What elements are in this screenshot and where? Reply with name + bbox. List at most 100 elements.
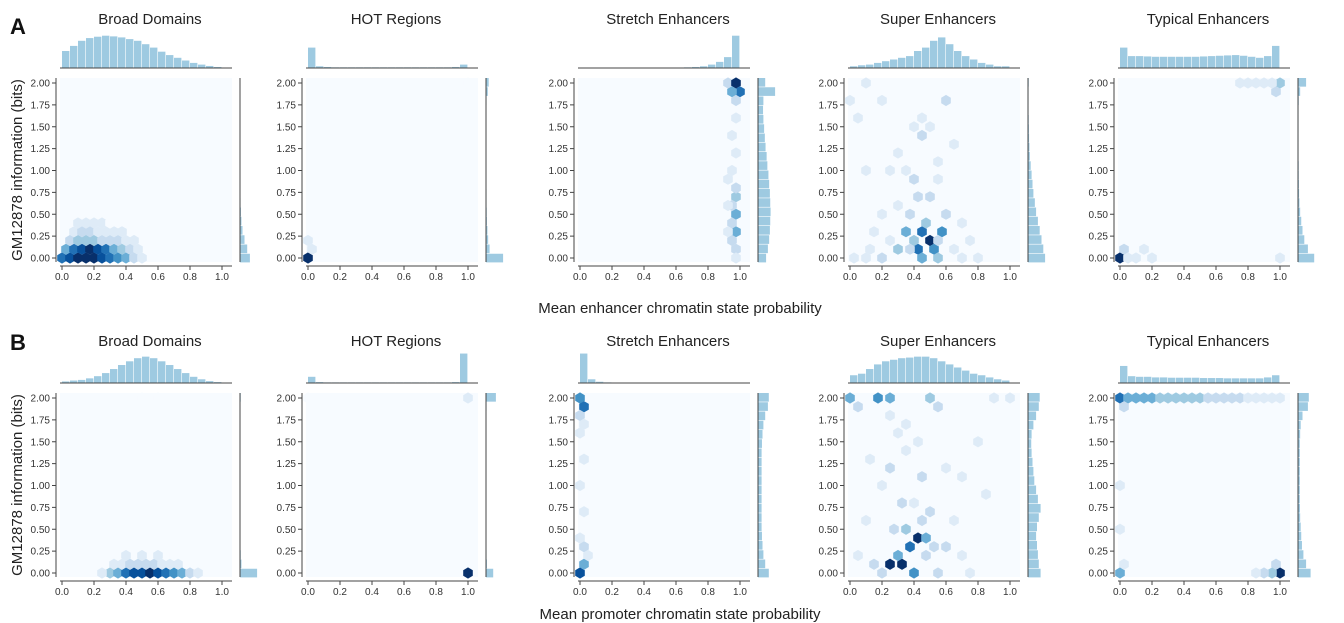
- hex-cell: [917, 129, 927, 142]
- right-hist-bar: [758, 179, 770, 189]
- hex-cell: [145, 567, 155, 579]
- right-hist-bar: [1028, 504, 1041, 513]
- right-hist-bar: [240, 559, 242, 569]
- right-hist-bar: [1298, 504, 1300, 513]
- hexbin-cells: [57, 77, 1285, 579]
- hex-cell: [933, 234, 943, 247]
- hex-cell: [901, 444, 911, 457]
- x-tick-label: 0.8: [701, 587, 715, 598]
- top-hist-bar: [866, 64, 874, 68]
- right-hist-bar: [758, 124, 765, 133]
- right-hist-bar: [758, 411, 766, 421]
- right-hist-bar: [1298, 189, 1300, 198]
- x-tick-label: 1.0: [1273, 587, 1287, 598]
- y-tick-label: 1.25: [1089, 144, 1109, 155]
- hex-cell: [1147, 252, 1157, 264]
- y-tick-label: 1.50: [549, 122, 569, 133]
- plot-area: [1118, 78, 1290, 262]
- y-tick-label: 1.00: [31, 166, 51, 177]
- right-hist-bar: [758, 485, 762, 495]
- y-tick-label: 0.75: [31, 503, 51, 514]
- top-hist-bar: [62, 381, 70, 383]
- y-tick-label: 0.75: [819, 188, 839, 199]
- x-tick-label: 0.0: [843, 272, 857, 283]
- hex-cell: [129, 567, 139, 579]
- hex-cell: [85, 226, 95, 238]
- panel-title: Super Enhancers: [880, 11, 996, 28]
- hex-cell: [849, 252, 859, 264]
- hex-cell: [169, 549, 179, 562]
- top-hist-bar: [724, 57, 732, 68]
- hex-cell: [121, 549, 131, 562]
- top-hist-bar: [1232, 55, 1240, 68]
- hex-cell: [1179, 392, 1189, 404]
- y-tick-label: 1.75: [549, 415, 569, 426]
- hex-cell: [913, 191, 923, 203]
- right-hist-bar: [486, 235, 489, 244]
- hex-cell: [957, 471, 967, 483]
- top-hist-bar: [102, 35, 110, 68]
- hex-cell: [957, 252, 967, 264]
- y-tick-label: 0.50: [277, 525, 297, 536]
- hex-cell: [965, 567, 975, 579]
- right-hist-bar: [1028, 494, 1038, 504]
- y-tick-label: 0.75: [31, 188, 51, 199]
- hex-cell: [173, 558, 183, 570]
- hex-cell: [303, 392, 313, 404]
- x-tick-label: 0.2: [1145, 272, 1159, 283]
- hex-cell: [579, 418, 589, 430]
- hex-cell: [861, 77, 871, 89]
- right-hist-bar: [1028, 207, 1037, 217]
- y-tick-label: 1.50: [1089, 122, 1109, 133]
- hex-cell: [917, 471, 927, 483]
- right-hist-bar: [758, 253, 767, 263]
- x-tick-label: 0.2: [333, 272, 347, 283]
- top-hist-bar: [866, 369, 874, 383]
- y-tick-label: 0.25: [549, 547, 569, 558]
- x-tick-label: 1.0: [1003, 272, 1017, 283]
- hex-cell: [727, 234, 737, 247]
- right-hist-bar: [486, 226, 488, 235]
- top-hist-bar: [978, 375, 986, 383]
- hex-cell: [861, 514, 871, 527]
- right-hist-bar: [1028, 467, 1034, 476]
- y-tick-label: 1.00: [1089, 166, 1109, 177]
- hex-cell: [105, 234, 115, 247]
- top-hist-bar: [308, 376, 316, 383]
- right-hist-bar: [1298, 448, 1300, 458]
- hex-cell: [93, 243, 103, 255]
- right-hist-bar: [1298, 411, 1303, 421]
- right-hist-bar: [758, 402, 768, 411]
- hex-cell: [1115, 567, 1125, 579]
- top-hist-bar: [1002, 380, 1010, 383]
- right-hist-bar: [758, 531, 762, 541]
- y-tick-label: 1.25: [1089, 459, 1109, 470]
- plot-area: [60, 393, 232, 577]
- plot-area: [578, 78, 750, 262]
- right-hist-bar: [1028, 161, 1031, 170]
- hex-cell: [575, 409, 585, 422]
- right-hist-bar: [1028, 439, 1032, 448]
- hex-cell: [861, 164, 871, 177]
- hex-cell: [109, 558, 119, 570]
- hex-cell: [909, 173, 919, 185]
- hex-cell: [65, 234, 75, 247]
- top-hist-bar: [78, 379, 86, 383]
- right-hist-bar: [1028, 189, 1034, 198]
- right-hist-bar: [1298, 430, 1301, 439]
- top-hist-bar: [1192, 377, 1200, 383]
- hex-cell: [913, 243, 923, 255]
- top-hist-bar: [1144, 376, 1152, 383]
- right-hist-bar: [1028, 226, 1040, 235]
- hex-cell: [889, 523, 899, 535]
- y-tick-label: 1.25: [549, 144, 569, 155]
- x-tick-label: 0.4: [907, 272, 921, 283]
- hex-cell: [1251, 77, 1261, 89]
- y-tick-label: 0.25: [1089, 547, 1109, 558]
- x-tick-label: 0.6: [151, 272, 165, 283]
- x-tick-label: 0.0: [1113, 272, 1127, 283]
- top-hist-bar: [1136, 56, 1144, 68]
- y-tick-label: 1.75: [31, 415, 51, 426]
- top-hist-bar: [1168, 377, 1176, 383]
- hex-cell: [65, 252, 75, 264]
